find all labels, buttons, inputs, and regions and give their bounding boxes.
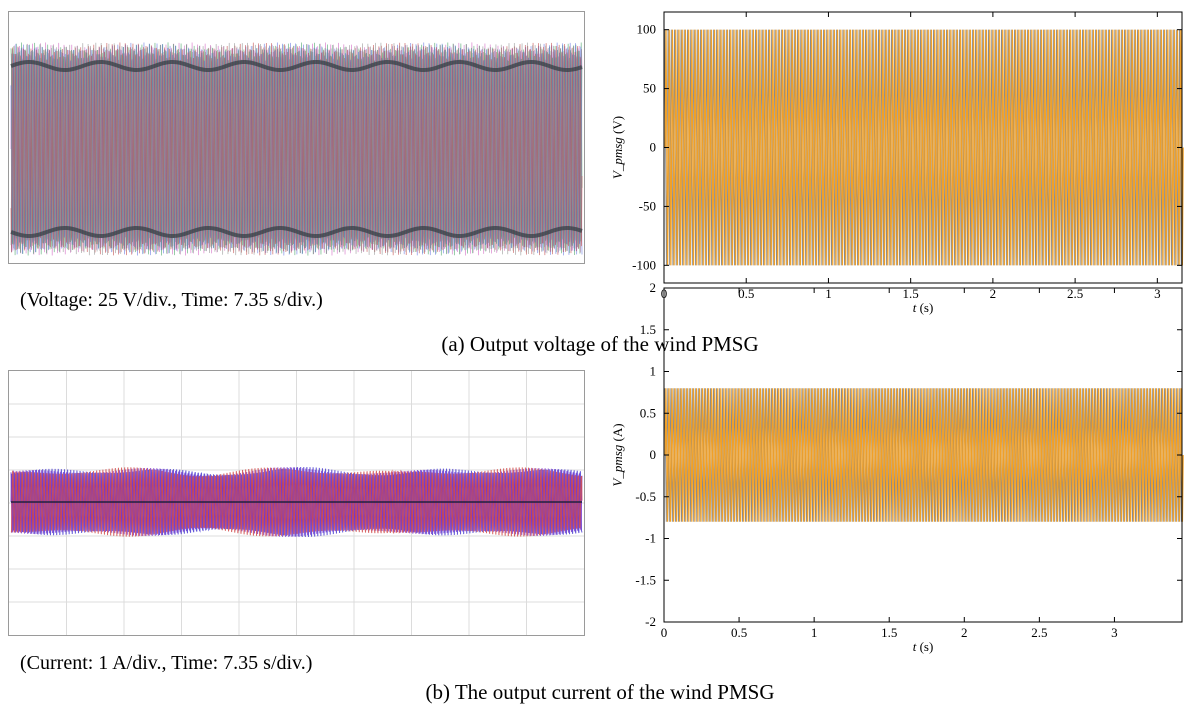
voltage-sim-ylabel: V_pmsg (V) [610,116,625,179]
current-sim-ytick-label: -1 [645,531,656,546]
current-sim-xlabel: t (s) [913,639,934,654]
voltage-scope-channel-4 [10,42,583,256]
voltage-sim-ytick-label: 50 [643,81,656,96]
voltage-sim-ytick-label: 0 [650,140,657,155]
current-scope-scale-caption: (Current: 1 A/div., Time: 7.35 s/div.) [20,652,313,674]
voltage-sim-xtick-label: 1.5 [903,286,919,301]
current-sim-ytick-label: 0 [650,447,657,462]
voltage-sim-ytick-label: 100 [637,22,657,37]
voltage-scope-trace [10,42,583,256]
current-sim-xtick-label: 1 [811,625,818,640]
voltage-sim-series [664,29,1184,266]
current-sim-ylabel: V_pmsg (A) [610,423,625,486]
current-sim-ytick-label: 1.5 [640,322,656,337]
current-sim-ytick-label: -0.5 [635,489,656,504]
caption-a: (a) Output voltage of the wind PMSG [441,332,759,356]
current-sim-ytick-label: 1 [650,364,657,379]
voltage-scope-scale-caption: (Voltage: 25 V/div., Time: 7.35 s/div.) [20,289,323,311]
current-scope-channel-3 [10,467,583,537]
voltage-sim-xtick-label: 3 [1154,286,1161,301]
current-sim-ytick-label: 2 [650,280,657,295]
current-sim-plot: 0 0.5 1 1.5 2 2.5 3 2 1.5 1 0.5 0 -0.5 -1 -1.5 -2 t (s) V… [600,280,1190,674]
voltage-sim-xtick-label: 1 [825,286,832,301]
voltage-scope-capture [8,11,585,264]
caption-b: (b) The output current of the wind PMSG [425,680,775,704]
voltage-sim-xtick-label: 2.5 [1067,286,1083,301]
current-sim-ytick-label: 0.5 [640,405,656,420]
voltage-sim-plot: 0 0.5 1 1.5 2 2.5 3 100 50 0 -50 -100 t (s) V_pmsg (V… [600,8,1190,316]
current-scope-capture [8,370,585,636]
current-sim-chart: 0 0.5 1 1.5 2 2.5 3 2 1.5 1 0.5 0 -0.5 -1 -1.5 -2 t (s) V… [610,280,1184,654]
voltage-scope-envelope-bottom [10,225,583,239]
current-sim-series [664,388,1184,522]
current-sim-xtick-label: 3 [1111,625,1118,640]
voltage-sim-ytick-label: -50 [639,198,656,213]
current-sim-xtick-label: 2.5 [1031,625,1047,640]
current-sim-ytick-label: -2 [645,614,656,629]
current-sim-xtick-label: 1.5 [881,625,897,640]
voltage-sim-xtick-label: 0.5 [738,286,754,301]
current-sim-xtick-label: 2 [961,625,968,640]
voltage-sim-xtick-label: 2 [990,286,997,301]
voltage-scope-envelope-top [10,59,583,73]
current-sim-ytick-label: -1.5 [635,572,656,587]
current-sim-xtick-label: 0.5 [731,625,747,640]
current-sim-xtick-label: 0 [661,625,668,640]
voltage-sim-ytick-label: -100 [632,257,656,272]
voltage-sim-xlabel: t (s) [913,300,934,315]
current-scope-trace [9,371,584,635]
